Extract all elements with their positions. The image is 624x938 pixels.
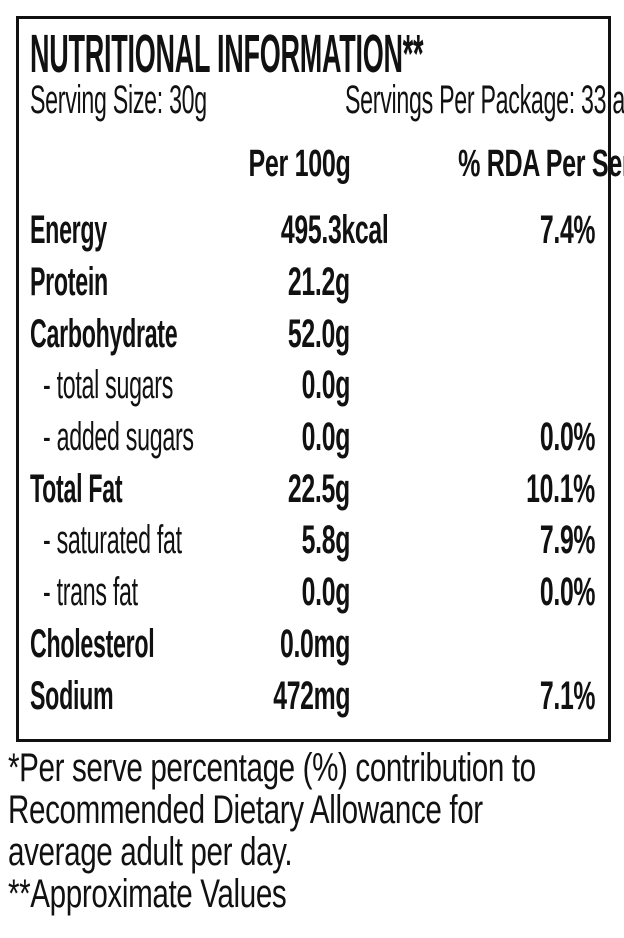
- row-value-per-100g: 22.5g: [288, 466, 350, 511]
- row-value-rda: 7.4%: [539, 208, 596, 253]
- row-label: Cholesterol: [30, 621, 155, 666]
- row-value-per-100g: 0.0g: [301, 363, 351, 408]
- column-headers: Per 100g % RDA Per Serve*: [30, 143, 624, 185]
- table-row-added-sugars: - added sugars 0.0g 0.0%: [30, 412, 595, 464]
- column-header-rda: % RDA Per Serve*: [458, 143, 624, 185]
- row-value-rda: [350, 622, 595, 667]
- row-value-per-100g: 52.0g: [288, 311, 350, 356]
- row-label: Energy: [30, 208, 107, 253]
- servings-per-package-text: Servings Per Package: 33 approx.: [345, 78, 624, 122]
- footnotes: *Per serve percentage (%) contribution t…: [8, 747, 618, 915]
- serving-size-text: Serving Size: 30g: [30, 78, 207, 122]
- panel-title-text: NUTRITIONAL INFORMATION**: [30, 24, 424, 84]
- row-label: Sodium: [30, 673, 114, 718]
- row-value-rda: [350, 260, 595, 305]
- nutrient-table: Energy 495.3kcal 7.4% Protein 21.2g Carb…: [30, 205, 595, 722]
- row-value-rda: [350, 363, 595, 408]
- row-label: - total sugars: [43, 363, 174, 408]
- column-header-per-100g: Per 100g: [248, 143, 350, 185]
- row-label: Protein: [30, 260, 108, 305]
- footnote-line: Recommended Dietary Allowance for: [8, 788, 483, 832]
- row-value-per-100g: 0.0g: [301, 570, 351, 615]
- table-row-protein: Protein 21.2g: [30, 257, 595, 309]
- row-value-per-100g: 0.0g: [301, 415, 351, 460]
- row-label: - saturated fat: [43, 518, 182, 563]
- footnote-line: **Approximate Values: [8, 872, 287, 916]
- row-label: - added sugars: [43, 415, 194, 460]
- table-row-carbohydrate: Carbohydrate 52.0g: [30, 308, 595, 360]
- footnote-line: average adult per day.: [8, 830, 293, 874]
- table-row-saturated-fat: - saturated fat 5.8g 7.9%: [30, 515, 595, 567]
- row-value-per-100g: 21.2g: [288, 260, 350, 305]
- row-label: Carbohydrate: [30, 311, 178, 356]
- row-value-rda: 0.0%: [539, 570, 596, 615]
- table-row-sodium: Sodium 472mg 7.1%: [30, 670, 595, 722]
- serving-info: Serving Size: 30g Servings Per Package: …: [30, 78, 624, 122]
- row-value-rda: 7.9%: [539, 518, 596, 563]
- row-value-rda: 10.1%: [526, 466, 595, 511]
- panel-title: NUTRITIONAL INFORMATION**: [30, 26, 595, 82]
- nutrition-panel: NUTRITIONAL INFORMATION** Serving Size: …: [16, 16, 624, 742]
- row-value-rda: [350, 312, 595, 357]
- row-value-rda: 0.0%: [539, 415, 596, 460]
- row-value-per-100g: 5.8g: [301, 518, 351, 563]
- row-value-per-100g: 495.3kcal: [280, 208, 389, 253]
- row-value-per-100g: 0.0mg: [279, 621, 350, 666]
- row-value-rda: 7.1%: [539, 673, 596, 718]
- table-row-trans-fat: - trans fat 0.0g 0.0%: [30, 567, 595, 619]
- footnote-line: *Per serve percentage (%) contribution t…: [8, 746, 536, 790]
- row-label: Total Fat: [30, 466, 123, 511]
- table-row-total-sugars: - total sugars 0.0g: [30, 360, 595, 412]
- table-row-cholesterol: Cholesterol 0.0mg: [30, 619, 595, 671]
- table-row-total-fat: Total Fat 22.5g 10.1%: [30, 463, 595, 515]
- row-value-per-100g: 472mg: [272, 673, 350, 718]
- table-row-energy: Energy 495.3kcal 7.4%: [30, 205, 595, 257]
- row-label: - trans fat: [43, 570, 138, 615]
